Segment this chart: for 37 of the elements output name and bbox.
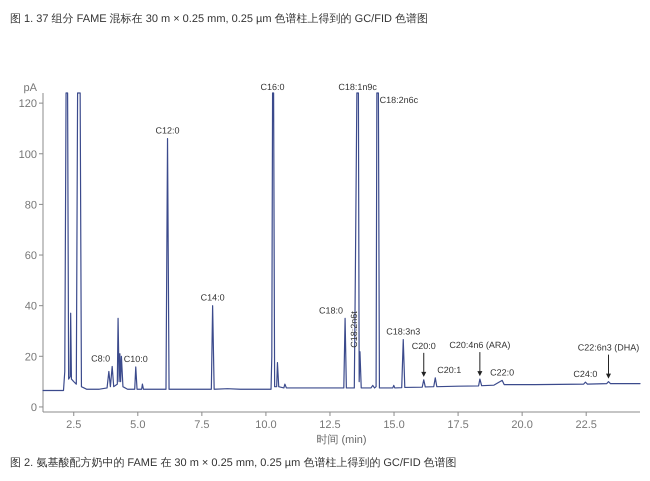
annotation: C24:0 — [573, 369, 598, 380]
x-tick-label: 17.5 — [447, 419, 469, 431]
line-series — [42, 92, 641, 392]
caption: 图 2. 氨基酸配方奶中的 FAME 在 30 m × 0.25 mm, 0.25 µm 色谱柱上得到的 GC/FID 色谱图 — [10, 456, 457, 469]
y-tick-label: 100 — [18, 148, 37, 161]
x-tick-label: 7.5 — [194, 419, 210, 431]
x-tick-label: 12.5 — [319, 419, 341, 431]
annotation: C10:0 — [124, 354, 148, 364]
x-tick-label: 15.0 — [383, 419, 405, 431]
annotation: C16:0 — [260, 82, 285, 92]
y-tick-label: 60 — [24, 250, 37, 262]
chart-title: 图 1. 37 组分 FAME 混标在 30 m × 0.25 mm, 0.25 µm 色谱柱上得到的 GC/FID 色谱图 — [10, 12, 428, 25]
y-tick-label: 20 — [24, 351, 37, 364]
y-tick-label: 0 — [30, 402, 37, 414]
annotation: C18:2n6c — [380, 95, 419, 105]
y-tick-label: 120 — [18, 98, 37, 110]
annotation: C20:4n6 (ARA) — [449, 340, 510, 350]
annotation: C12:0 — [156, 126, 180, 136]
y-axis-title: pA — [24, 82, 38, 94]
x-tick-label: 22.5 — [575, 419, 597, 431]
annotation: C18:0 — [319, 305, 344, 316]
annotation: C22:0 — [490, 367, 514, 378]
annotation: C18:1n9c — [338, 82, 378, 92]
annotation: C14:0 — [200, 292, 225, 303]
y-tick-label: 40 — [24, 300, 37, 313]
annotation: C18:2n6t — [348, 310, 359, 348]
annotation: C22:6n3 (DHA) — [578, 342, 640, 353]
x-tick-label: 2.5 — [66, 419, 82, 431]
x-tick-label: 10.0 — [255, 419, 277, 431]
y-tick-label: 80 — [24, 199, 37, 212]
annotation: C18:3n3 — [386, 326, 420, 337]
annotation: C8:0 — [91, 353, 110, 364]
x-tick-label: 20.0 — [511, 419, 533, 431]
x-axis-title: 时间 (min) — [316, 433, 367, 446]
annotation: C20:0 — [412, 340, 436, 351]
annotation: C20:1 — [437, 364, 462, 375]
x-tick-label: 5.0 — [130, 419, 146, 431]
